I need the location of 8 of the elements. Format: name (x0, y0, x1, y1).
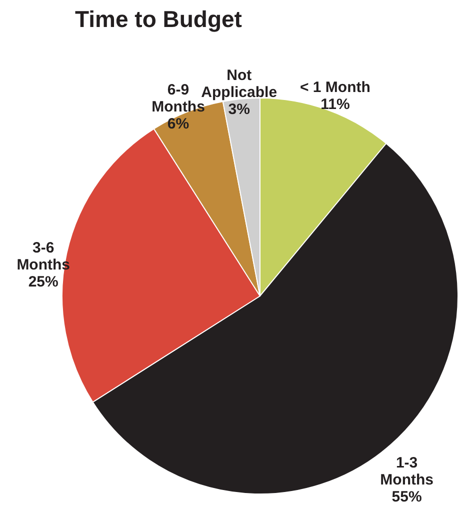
data-label: 55% (392, 488, 422, 506)
slice-label: 1-3 Months (380, 454, 434, 489)
slice-label: < 1 Month (300, 79, 370, 96)
data-label: 6% (167, 116, 190, 133)
chart-title: Time to Budget (75, 6, 242, 32)
data-label: 25% (28, 274, 58, 291)
data-label: 3% (228, 100, 250, 118)
data-label: 11% (320, 96, 350, 114)
